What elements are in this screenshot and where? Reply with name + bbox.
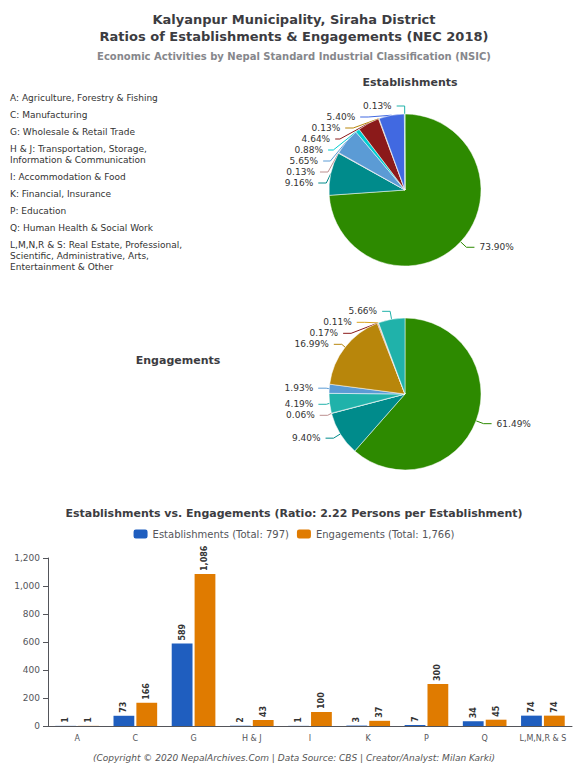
svg-text:800: 800: [23, 609, 40, 619]
svg-text:9.40%: 9.40%: [292, 433, 321, 443]
svg-text:Establishments: Establishments: [362, 76, 458, 89]
svg-text:A: A: [74, 734, 80, 743]
svg-text:34: 34: [469, 707, 478, 719]
svg-text:C: C: [133, 734, 139, 743]
svg-text:37: 37: [375, 707, 384, 718]
svg-text:Kalyanpur Municipality, Siraha: Kalyanpur Municipality, Siraha District: [152, 12, 435, 27]
svg-text:1: 1: [84, 717, 93, 723]
svg-text:Establishments vs. Engagements: Establishments vs. Engagements (Ratio: 2…: [65, 507, 522, 520]
svg-text:0.17%: 0.17%: [310, 328, 339, 338]
svg-text:K: Financial, Insurance: K: Financial, Insurance: [10, 189, 112, 199]
svg-text:0.13%: 0.13%: [363, 101, 392, 111]
svg-text:73: 73: [119, 702, 128, 713]
svg-text:1,200: 1,200: [14, 553, 40, 563]
svg-text:H & J: Transportation, Storage: H & J: Transportation, Storage,: [10, 144, 147, 154]
svg-text:(Copyright © 2020 NepalArchive: (Copyright © 2020 NepalArchives.Com | Da…: [93, 753, 495, 763]
svg-text:L,M,N,R & S: Real Estate, Prof: L,M,N,R & S: Real Estate, Professional,: [10, 240, 182, 250]
svg-text:0: 0: [34, 721, 40, 731]
svg-text:3: 3: [352, 717, 361, 723]
svg-text:Scientific, Administrative, Ar: Scientific, Administrative, Arts,: [10, 251, 149, 261]
svg-text:43: 43: [259, 706, 268, 717]
svg-text:100: 100: [317, 692, 326, 709]
svg-text:1: 1: [61, 717, 70, 723]
svg-text:5.40%: 5.40%: [327, 112, 356, 122]
svg-text:1,086: 1,086: [200, 545, 209, 571]
svg-text:I: Accommodation & Food: I: Accommodation & Food: [10, 172, 126, 182]
svg-text:7: 7: [411, 716, 420, 722]
svg-text:5.65%: 5.65%: [290, 156, 319, 166]
svg-text:4.19%: 4.19%: [285, 399, 314, 409]
svg-text:0.06%: 0.06%: [286, 410, 315, 420]
svg-text:74: 74: [527, 701, 536, 713]
svg-text:0.11%: 0.11%: [323, 317, 352, 327]
svg-text:300: 300: [433, 664, 442, 681]
svg-text:400: 400: [23, 665, 40, 675]
svg-text:9.16%: 9.16%: [285, 178, 314, 188]
svg-text:L,M,N,R & S: L,M,N,R & S: [519, 734, 566, 743]
svg-text:I: I: [309, 734, 311, 743]
svg-text:G: Wholesale & Retail Trade: G: Wholesale & Retail Trade: [10, 127, 135, 137]
svg-text:0.13%: 0.13%: [286, 167, 315, 177]
svg-text:Q: Q: [482, 734, 488, 743]
svg-text:200: 200: [23, 693, 40, 703]
svg-text:61.49%: 61.49%: [497, 419, 532, 429]
svg-text:5.66%: 5.66%: [349, 306, 378, 316]
svg-text:1: 1: [294, 717, 303, 723]
svg-text:73.90%: 73.90%: [479, 242, 514, 252]
svg-text:Establishments (Total: 797): Establishments (Total: 797): [153, 529, 289, 540]
svg-text:P: P: [424, 734, 429, 743]
svg-text:74: 74: [550, 701, 559, 713]
svg-text:C: Manufacturing: C: Manufacturing: [10, 110, 87, 120]
svg-text:A: Agriculture, Forestry & Fis: A: Agriculture, Forestry & Fishing: [10, 93, 158, 103]
svg-text:G: G: [190, 734, 196, 743]
svg-text:45: 45: [492, 705, 501, 717]
svg-text:0.88%: 0.88%: [294, 145, 323, 155]
svg-text:166: 166: [142, 683, 151, 700]
svg-text:Information & Communication: Information & Communication: [10, 155, 146, 165]
svg-text:600: 600: [23, 637, 40, 647]
svg-text:Economic Activities by Nepal S: Economic Activities by Nepal Standard In…: [97, 51, 491, 62]
svg-text:2: 2: [236, 717, 245, 723]
svg-text:Entertainment & Other: Entertainment & Other: [10, 262, 114, 272]
svg-text:4.64%: 4.64%: [302, 134, 331, 144]
svg-text:K: K: [366, 734, 372, 743]
svg-text:P: Education: P: Education: [10, 206, 66, 216]
svg-text:Engagements: Engagements: [136, 354, 221, 367]
svg-text:H & J: H & J: [242, 734, 262, 743]
svg-text:16.99%: 16.99%: [294, 339, 329, 349]
svg-text:Engagements (Total: 1,766): Engagements (Total: 1,766): [316, 529, 455, 540]
svg-text:589: 589: [178, 623, 187, 640]
svg-text:Ratios of Establishments & Eng: Ratios of Establishments & Engagements (…: [100, 29, 489, 44]
svg-text:0.13%: 0.13%: [312, 123, 341, 133]
svg-text:1,000: 1,000: [14, 581, 40, 591]
svg-text:1.93%: 1.93%: [285, 383, 314, 393]
svg-text:Q: Human Health & Social Work: Q: Human Health & Social Work: [10, 223, 154, 233]
